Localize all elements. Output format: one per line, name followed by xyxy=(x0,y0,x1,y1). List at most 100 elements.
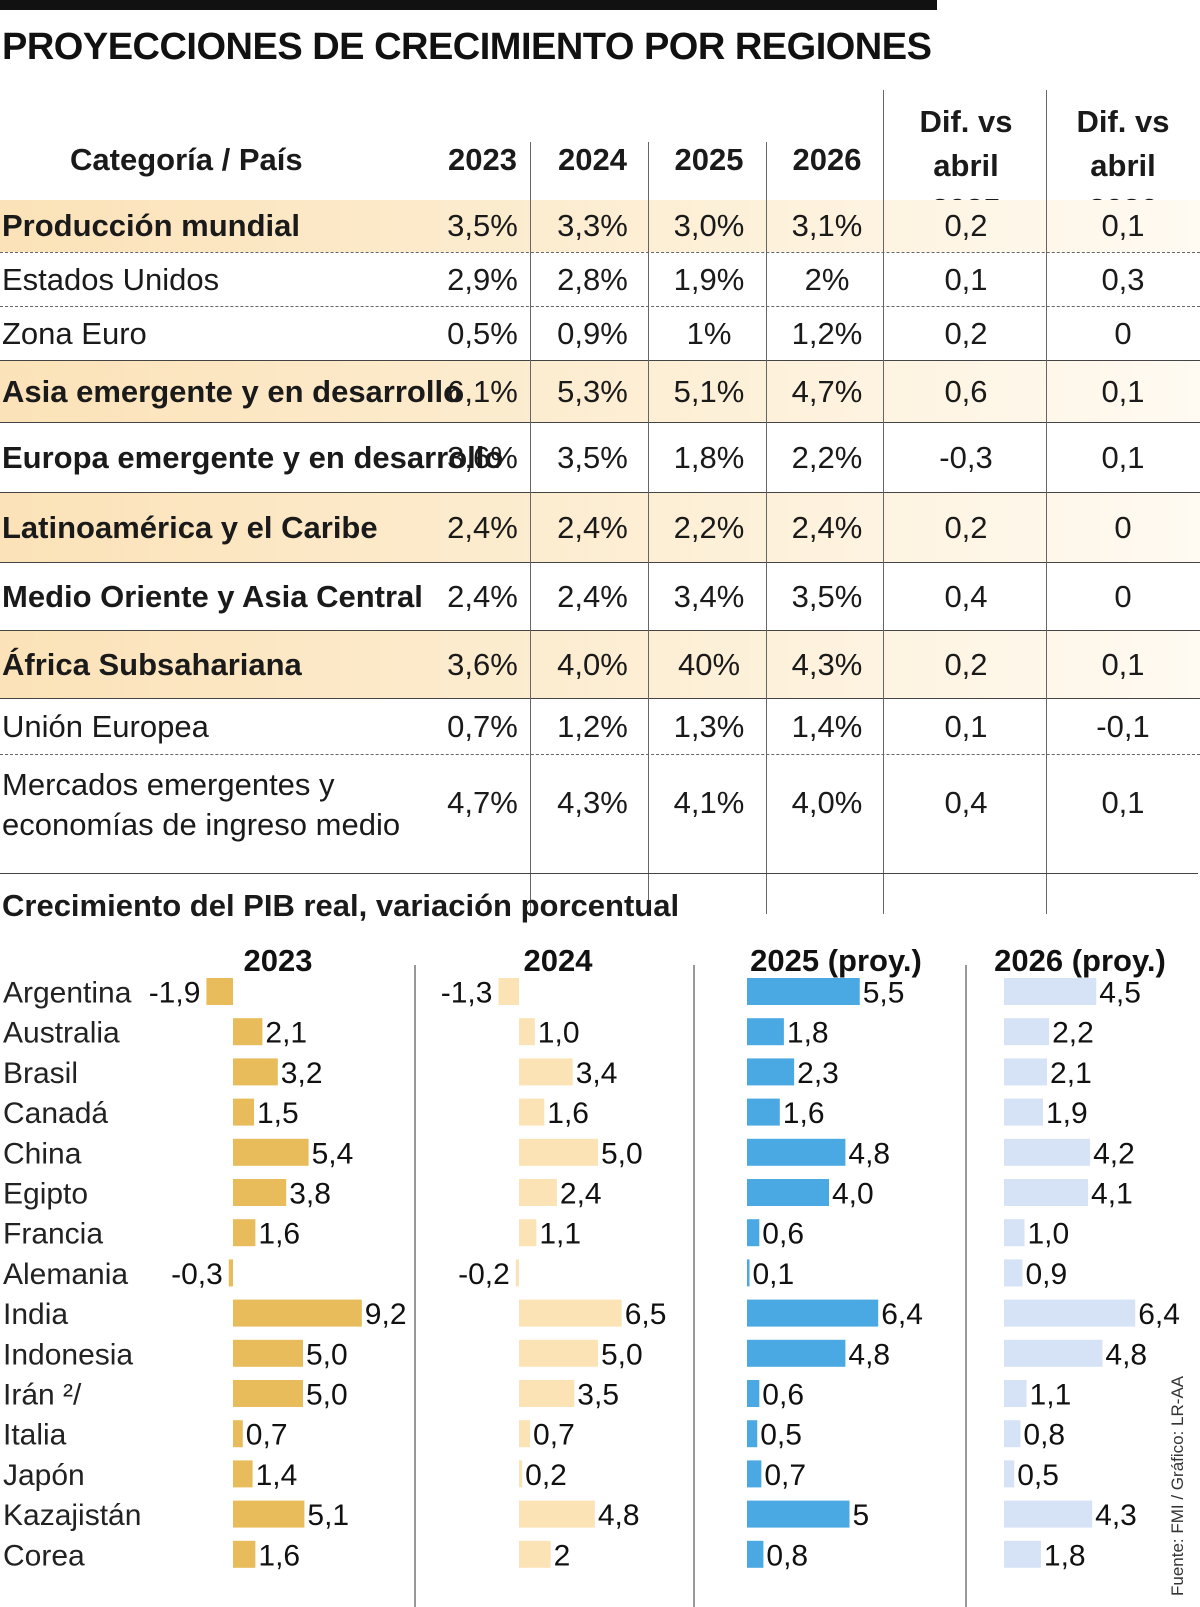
dif-cell: 0 xyxy=(1114,579,1132,614)
bar-value-label: 3,2 xyxy=(281,1057,323,1090)
bar xyxy=(747,1299,879,1327)
dif-cell: 0,1 xyxy=(1101,374,1145,409)
row-label: Unión Europea xyxy=(2,709,209,744)
bar xyxy=(747,1179,829,1206)
bar-value-label: 2,3 xyxy=(797,1057,839,1090)
value-cell: 3,6% xyxy=(447,647,518,682)
dif-cell: 0,4 xyxy=(944,785,988,820)
dif-cell: 0,2 xyxy=(944,510,988,545)
bar-value-label: 4,2 xyxy=(1093,1137,1135,1170)
value-cell: 0,5% xyxy=(447,316,518,351)
table-row: Unión Europea 0,7% 1,2% 1,3% 1,4% 0,1 -0,1 xyxy=(0,698,1200,755)
bar-value-label: 5,5 xyxy=(863,977,905,1010)
value-cell: 2,4% xyxy=(557,510,628,545)
bar-value-label: -1,3 xyxy=(441,977,493,1010)
value-cell: 2,4% xyxy=(557,579,628,614)
bar xyxy=(233,1380,303,1407)
bar-value-label: 1,6 xyxy=(547,1097,589,1130)
bar xyxy=(519,1018,535,1046)
column-divider xyxy=(1046,90,1047,914)
bar xyxy=(233,1420,243,1448)
bar-value-label: 3,5 xyxy=(577,1379,619,1412)
bar-value-label: 5,0 xyxy=(306,1338,348,1371)
bar-value-label: 0,8 xyxy=(1023,1419,1065,1452)
bar-value-label: 4,3 xyxy=(1095,1499,1137,1532)
bar xyxy=(519,1299,622,1327)
bar xyxy=(747,1420,758,1448)
table-row: Latinoamérica y el Caribe 2,4% 2,4% 2,2% 2,4… xyxy=(0,492,1200,563)
bar-value-label: 6,5 xyxy=(625,1298,667,1331)
row-label: Zona Euro xyxy=(2,316,147,351)
bar-value-label: 5,1 xyxy=(307,1499,349,1532)
row-label: Latinoamérica y el Caribe xyxy=(2,510,378,545)
value-cell: 5,3% xyxy=(557,374,628,409)
bar xyxy=(233,1540,256,1568)
bar xyxy=(747,1219,760,1247)
bar xyxy=(233,1098,254,1126)
bar xyxy=(747,1259,750,1287)
bar xyxy=(519,1138,598,1166)
bar xyxy=(519,1380,575,1407)
category-label: Irán ²/ xyxy=(3,1379,82,1412)
dif-cell: 0,1 xyxy=(1101,647,1145,682)
bar-value-label: 6,4 xyxy=(1138,1298,1180,1331)
bar xyxy=(1004,1018,1050,1046)
dif-cell: 0,6 xyxy=(944,374,988,409)
bar xyxy=(1004,1219,1025,1247)
bar-value-label: 1,9 xyxy=(1046,1097,1088,1130)
column-divider xyxy=(530,142,531,914)
bar xyxy=(519,1460,523,1488)
value-cell: 3,5% xyxy=(557,440,628,475)
bar-value-label: 0,8 xyxy=(766,1539,808,1572)
value-cell: 1,2% xyxy=(557,709,628,744)
bar xyxy=(1004,978,1097,1005)
bar xyxy=(747,978,860,1005)
bar-value-label: 2,1 xyxy=(1050,1057,1092,1090)
value-cell: 4,3% xyxy=(791,647,863,682)
value-cell: 2,8% xyxy=(557,262,628,297)
bar-value-label: 1,5 xyxy=(257,1097,299,1130)
dif-cell: 0,2 xyxy=(944,647,988,682)
value-cell: 3,0% xyxy=(673,208,745,243)
table-row: África Subsahariana 3,6% 4,0% 40% 4,3% 0,2 0,1 xyxy=(0,630,1200,699)
row-label: África Subsahariana xyxy=(2,647,302,682)
value-cell: 1,4% xyxy=(791,709,863,744)
bar xyxy=(747,1339,846,1367)
dif-cell: 0,2 xyxy=(944,316,988,351)
category-label: Canadá xyxy=(3,1097,108,1130)
bar xyxy=(233,1219,256,1247)
category-label: China xyxy=(3,1137,82,1170)
bar xyxy=(519,1540,551,1568)
bar-value-label: 5,0 xyxy=(601,1137,643,1170)
category-label: Indonesia xyxy=(3,1338,133,1371)
bar xyxy=(747,1138,846,1166)
header-year-2026: 2026 xyxy=(792,142,862,177)
bar-value-label: -0,2 xyxy=(458,1258,510,1291)
bar xyxy=(228,1259,233,1287)
value-cell: 1% xyxy=(686,316,732,351)
bar-value-label: 0,6 xyxy=(762,1379,804,1412)
dif-cell: 0,1 xyxy=(944,709,988,744)
bar-value-label: 5 xyxy=(853,1499,870,1532)
value-cell: 3,4% xyxy=(673,579,745,614)
bar xyxy=(519,1179,557,1206)
bar xyxy=(1004,1339,1103,1367)
bar-value-label: 4,1 xyxy=(1091,1178,1133,1211)
value-cell: 0,7% xyxy=(447,709,518,744)
bar-value-label: 2,4 xyxy=(560,1178,602,1211)
projections-table: Categoría / País 2023 2024 2025 2026 Dif… xyxy=(0,90,1200,914)
source-credit: Fuente: FMI / Gráfico: LR-AA xyxy=(1168,1375,1187,1596)
bar xyxy=(1004,1259,1023,1287)
bar-value-label: 3,4 xyxy=(576,1057,618,1090)
table-row: Zona Euro 0,5% 0,9% 1% 1,2% 0,2 0 xyxy=(0,306,1200,361)
row-label: Estados Unidos xyxy=(2,262,220,297)
category-label: Egipto xyxy=(3,1178,88,1211)
bar-value-label: 5,0 xyxy=(601,1338,643,1371)
table-row: Medio Oriente y Asia Central 2,4% 2,4% 3,4%… xyxy=(0,562,1200,631)
bar xyxy=(1004,1460,1015,1488)
bar xyxy=(1004,1500,1093,1528)
bar xyxy=(233,1299,362,1327)
series-header: 2025 (proy.) xyxy=(750,943,922,978)
value-cell: 2,4% xyxy=(791,510,863,545)
bar xyxy=(747,1018,784,1046)
